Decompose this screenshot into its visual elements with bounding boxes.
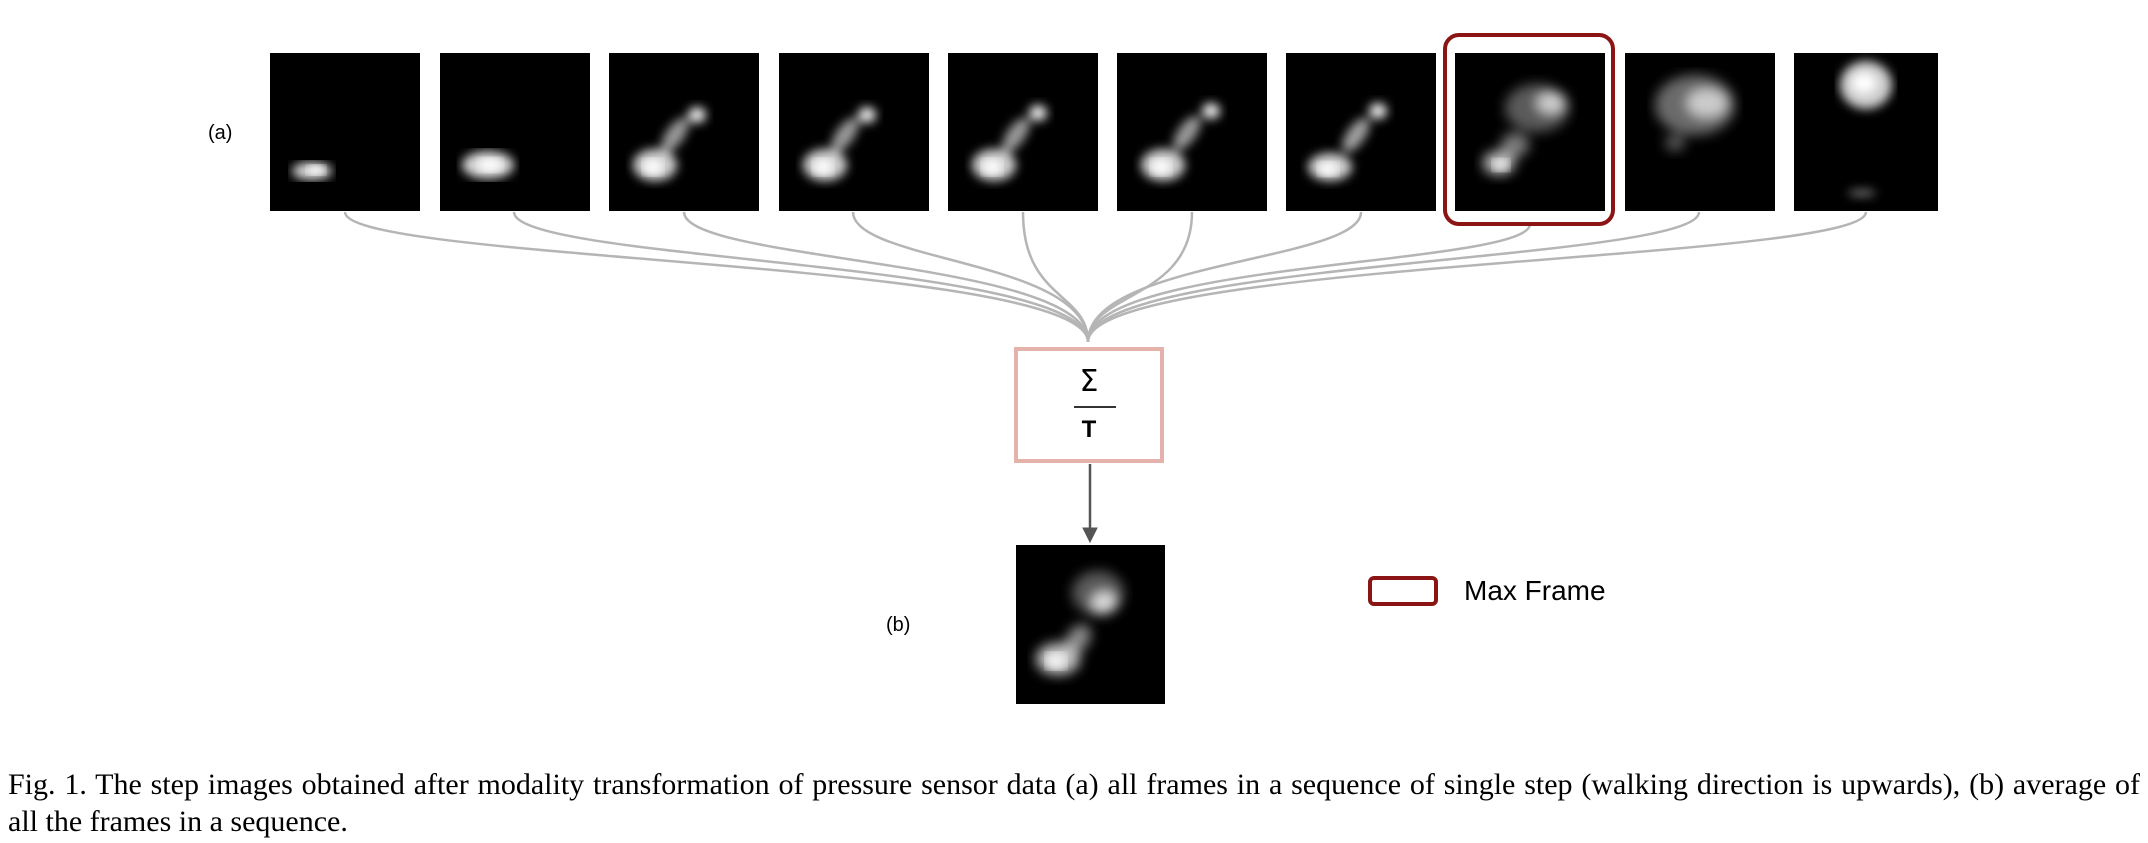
sum-divisor: T: [1081, 416, 1097, 443]
pressure-frame-9: [1625, 53, 1775, 211]
connector-line-7: [1086, 211, 1363, 343]
pressure-frame-3: [609, 53, 759, 211]
sum-symbol: Σ: [1079, 364, 1099, 399]
average-operator-box: Σ T: [1014, 347, 1164, 463]
connector-line-9: [1086, 211, 1701, 343]
down-arrow: [1082, 464, 1098, 544]
connector-line-3: [682, 211, 1090, 343]
legend-label: Max Frame: [1464, 575, 1606, 606]
connector-line-5: [1021, 211, 1090, 343]
average-frame: [1016, 545, 1165, 704]
pressure-frame-7: [1286, 53, 1436, 211]
pressure-frame-4: [779, 53, 929, 211]
pressure-frame-10: [1794, 53, 1938, 211]
max-frame-legend-swatch: [1368, 576, 1438, 606]
connector-line-4: [851, 211, 1090, 343]
fraction-bar: [1074, 406, 1116, 408]
figure-caption: Fig. 1. The step images obtained after m…: [8, 768, 2140, 838]
pressure-frame-1: [270, 53, 420, 211]
pressure-frame-5: [948, 53, 1098, 211]
connector-line-8: [1086, 223, 1532, 343]
connector-line-10: [1086, 211, 1868, 343]
connector-line-2: [512, 211, 1090, 343]
max-frame-highlight: [1443, 33, 1615, 226]
connector-line-1: [343, 211, 1090, 343]
pressure-frame-2: [440, 53, 590, 211]
pressure-frame-6: [1117, 53, 1267, 211]
pressure-frame-8: [1455, 53, 1605, 211]
panel-label-a: (a): [208, 122, 233, 144]
panel-label-b: (b): [886, 614, 911, 636]
